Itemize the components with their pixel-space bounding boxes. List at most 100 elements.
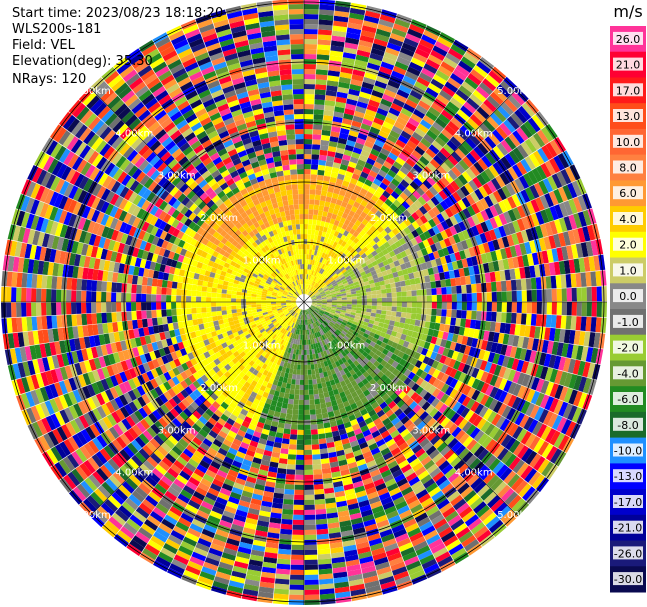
range-gate [345,203,353,211]
range-gate [343,113,354,121]
range-gate [385,47,400,57]
range-gate [315,408,322,415]
range-gate [451,294,457,302]
range-gate [308,214,313,220]
range-gate [376,28,391,38]
range-gate [304,254,307,260]
range-gate [375,247,382,254]
range-gate [360,30,376,39]
range-gate [330,131,340,138]
range-gate [310,234,315,240]
range-gate [307,284,310,290]
range-gate [283,499,294,505]
range-gate [336,269,342,275]
range-gate [423,166,434,176]
range-gate [342,196,350,204]
range-gate [317,261,322,268]
range-gate [400,107,413,118]
range-gate [453,132,465,144]
range-gate [366,298,372,302]
range-gate [328,181,336,188]
range-gate [366,135,377,144]
range-gate [317,543,330,550]
range-gate [345,225,352,233]
range-gate [304,489,315,495]
range-gate [346,267,353,273]
range-gate [379,182,388,191]
range-gate [406,307,412,314]
range-gate [386,206,395,215]
range-gate [376,240,384,248]
range-gate [293,514,304,520]
range-gate [411,57,426,68]
range-gate [304,559,318,565]
range-gate [337,194,345,202]
range-gate [304,424,311,430]
range-gate [525,278,532,290]
range-gate [385,283,391,289]
range-gate [461,171,472,183]
range-gate [411,307,417,314]
range-gate [317,246,322,252]
range-gate [369,94,382,103]
range-gate [396,195,405,205]
range-gate [304,369,308,375]
range-gate [346,238,353,246]
range-gate [484,136,497,149]
range-gate [405,33,421,44]
range-gate [364,10,381,19]
range-gate [309,404,316,410]
range-gate [417,43,432,54]
range-gate [297,364,301,370]
range-gate [425,148,437,159]
range-gate [304,134,313,140]
range-gate [383,160,393,170]
range-gate [314,271,318,277]
range-gate [446,101,460,113]
range-gate [326,267,331,273]
range-gate [349,241,357,248]
range-gate [345,265,351,271]
range-gate [315,403,321,410]
range-gate [458,85,473,98]
range-gate [299,379,304,385]
range-gate [313,282,317,287]
range-gate [294,484,304,490]
range-gate [349,262,355,268]
range-gate [278,548,291,555]
range-gate [434,136,447,148]
range-gate [345,170,354,178]
range-gate [443,56,458,69]
range-gate [309,264,312,270]
range-gate [312,270,316,276]
range-gate [346,245,353,252]
range-gate [348,161,357,169]
range-gate [317,235,322,242]
range-gate [415,313,422,321]
range-gate [294,389,300,395]
range-gate [362,118,373,127]
range-gate [434,40,450,53]
range-gate [362,145,372,153]
range-gate [343,207,351,215]
range-gate [441,287,447,295]
range-gate [447,77,462,89]
range-gate [304,9,319,15]
range-gate [324,272,330,278]
range-gate [311,369,316,375]
range-gate [301,344,304,350]
range-gate [441,85,456,97]
range-gate [446,294,452,302]
range-gate [327,186,335,193]
range-gate [385,186,394,195]
range-gate [327,244,333,251]
range-gate [473,161,485,174]
range-gate [460,56,476,69]
range-gate [408,193,418,203]
range-gate [390,287,397,293]
range-gate [350,205,358,213]
range-gate [353,64,367,72]
range-gate [390,102,403,112]
range-gate [311,224,316,230]
